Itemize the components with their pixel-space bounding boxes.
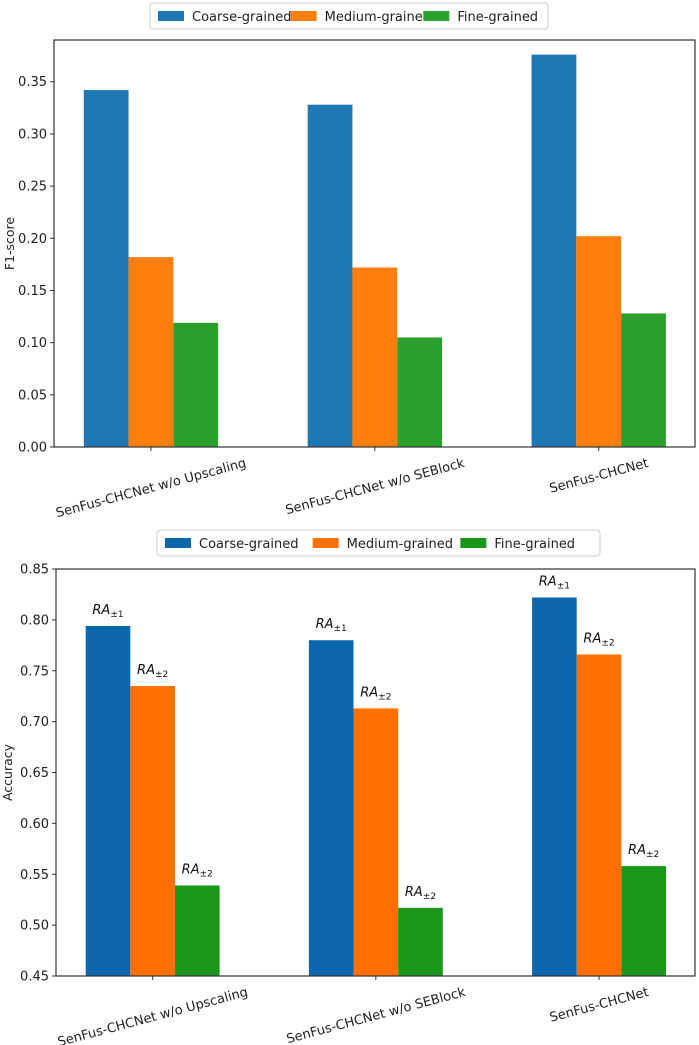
- bar-annotation: RA±1: [316, 617, 347, 634]
- bar-annotation: RA±2: [360, 685, 391, 702]
- y-axis-label: Accuracy: [0, 743, 15, 801]
- y-tick-label: 0.60: [20, 817, 49, 832]
- y-tick-label: 0.85: [20, 563, 49, 578]
- bar-fine-grained: [397, 337, 443, 447]
- y-tick-label: 0.75: [20, 664, 49, 679]
- y-tick-label: 0.45: [20, 970, 49, 985]
- bar-annotation: RA±1: [92, 603, 123, 620]
- bar-medium-grained: [353, 708, 399, 976]
- bar-fine-grained: [621, 313, 666, 447]
- y-tick-label: 0.55: [20, 868, 49, 883]
- bar-medium-grained: [128, 257, 174, 447]
- legend-box: [156, 529, 601, 557]
- y-tick-label: 0.30: [18, 127, 47, 142]
- legend-label: Coarse-grained: [199, 537, 298, 552]
- y-tick-label: 0.20: [18, 232, 47, 247]
- legend-label: Medium-grained: [347, 537, 453, 552]
- bar-coarse-grained: [532, 597, 577, 976]
- bar-coarse-grained: [531, 54, 577, 447]
- legend-swatch: [158, 11, 184, 21]
- legend-label: Fine-grained: [494, 537, 575, 552]
- y-tick-label: 0.70: [20, 715, 49, 730]
- y-tick-label: 0.35: [18, 75, 47, 90]
- bar-annotation: RA±2: [137, 663, 168, 680]
- legend-label: Fine-grained: [457, 10, 538, 25]
- bar-fine-grained: [174, 885, 220, 976]
- legend-swatch: [312, 538, 339, 548]
- y-tick-label: 0.00: [18, 441, 47, 456]
- bar-annotation: RA±2: [628, 843, 659, 860]
- bar-annotation: RA±1: [539, 574, 570, 591]
- y-tick-label: 0.65: [20, 766, 49, 781]
- y-tick-label: 0.80: [20, 613, 49, 628]
- bar-medium-grained: [352, 267, 398, 447]
- bar-medium-grained: [576, 654, 622, 976]
- bar-annotation: RA±2: [583, 631, 614, 648]
- x-tick-label: SenFus-CHCNet: [548, 985, 650, 1026]
- bar-coarse-grained: [307, 104, 353, 447]
- legend: Coarse-grained Medium-grained Fine-grained: [156, 529, 601, 557]
- bar-coarse-grained: [85, 625, 131, 976]
- accuracy-chart: RA±1 RA±1 RA±1 RA±2 RA±2 RA±2 RA±2 RA±2 RA±2 0.45…: [0, 529, 696, 1045]
- legend-swatch: [423, 11, 450, 21]
- x-tick-label: SenFus-CHCNet w/o Upscaling: [54, 456, 248, 521]
- f1-score-chart: 0.00 0.05 0.10 0.15 0.20 0.25 0.30 0.35 F1-score…: [2, 2, 696, 521]
- legend-box: [149, 2, 549, 30]
- x-tick-label: SenFus-CHCNet w/o SEBlock: [285, 985, 468, 1045]
- y-tick-label: 0.05: [18, 388, 47, 403]
- y-tick-label: 0.50: [20, 919, 49, 934]
- y-axis-label: F1-score: [2, 217, 17, 271]
- y-tick-label: 0.15: [18, 284, 47, 299]
- legend-swatch: [460, 538, 487, 548]
- bar-fine-grained: [398, 907, 443, 976]
- legend-swatch: [165, 538, 191, 548]
- legend-swatch: [290, 11, 317, 21]
- bar-fine-grained: [173, 322, 219, 447]
- legend-label: Coarse-grained: [192, 10, 291, 25]
- y-tick-label: 0.10: [18, 336, 47, 351]
- bar-fine-grained: [621, 866, 666, 976]
- legend: Coarse-grained Medium-grained Fine-grained: [149, 2, 549, 30]
- legend-label: Medium-grained: [325, 10, 431, 25]
- y-tick-label: 0.25: [18, 180, 47, 195]
- bar-annotation: RA±2: [182, 862, 213, 879]
- bar-coarse-grained: [83, 90, 129, 447]
- bar-annotation: RA±2: [405, 885, 436, 902]
- bar-coarse-grained: [308, 640, 354, 976]
- bar-medium-grained: [576, 236, 622, 447]
- bar-medium-grained: [130, 686, 175, 976]
- x-tick-label: SenFus-CHCNet w/o Upscaling: [56, 985, 250, 1045]
- x-tick-label: SenFus-CHCNet: [548, 456, 650, 497]
- x-tick-label: SenFus-CHCNet w/o SEBlock: [284, 456, 467, 518]
